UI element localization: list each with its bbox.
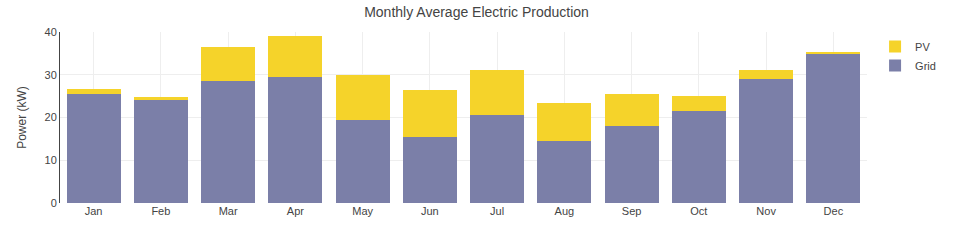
svg-text:Sep: Sep: [622, 205, 642, 217]
svg-text:Mar: Mar: [219, 205, 238, 217]
svg-text:Monthly Average Electric Produ: Monthly Average Electric Production: [364, 4, 589, 20]
svg-text:PV: PV: [915, 41, 930, 53]
svg-text:Aug: Aug: [555, 205, 575, 217]
svg-text:30: 30: [45, 69, 57, 81]
svg-text:Jan: Jan: [85, 205, 103, 217]
svg-text:10: 10: [45, 154, 57, 166]
svg-text:Jul: Jul: [490, 205, 504, 217]
svg-text:40: 40: [45, 26, 57, 38]
svg-text:Dec: Dec: [824, 205, 844, 217]
svg-text:Nov: Nov: [756, 205, 776, 217]
svg-text:0: 0: [51, 197, 57, 209]
svg-text:20: 20: [45, 111, 57, 123]
svg-text:Oct: Oct: [690, 205, 707, 217]
svg-text:Grid: Grid: [915, 60, 936, 72]
svg-text:Power (kW): Power (kW): [15, 86, 29, 149]
svg-text:Feb: Feb: [151, 205, 170, 217]
svg-text:May: May: [352, 205, 373, 217]
svg-text:Jun: Jun: [421, 205, 439, 217]
svg-text:Apr: Apr: [287, 205, 304, 217]
